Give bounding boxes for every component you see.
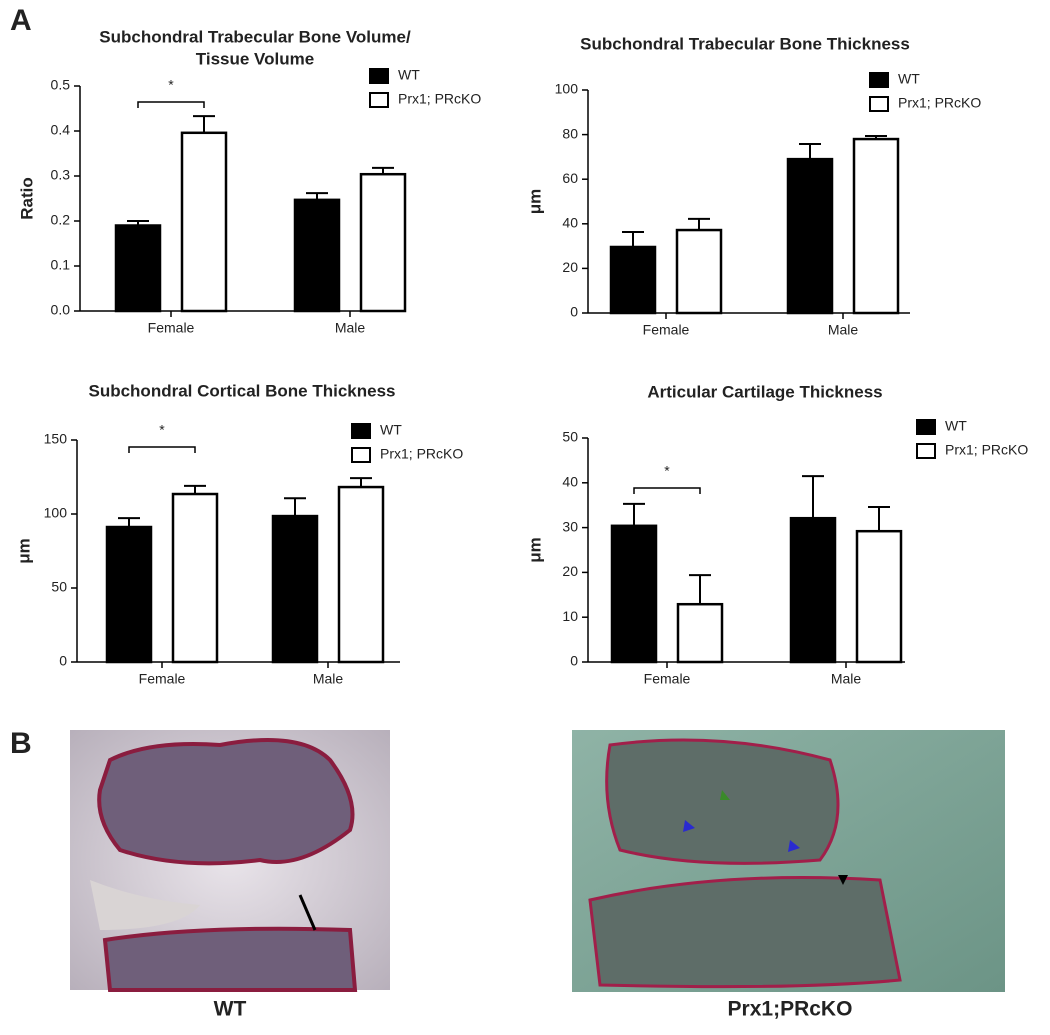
bar bbox=[786, 157, 834, 315]
y-tick-label: 50 bbox=[51, 579, 67, 595]
y-tick-label: 0.2 bbox=[51, 212, 71, 228]
bar bbox=[293, 198, 341, 313]
y-tick-label: 100 bbox=[44, 505, 68, 521]
legend-swatch bbox=[351, 447, 371, 463]
significance-label: * bbox=[159, 422, 165, 438]
legend-swatch bbox=[351, 423, 371, 439]
y-tick-label: 150 bbox=[44, 431, 68, 447]
y-tick-label: 0 bbox=[570, 304, 578, 320]
y-tick-label: 40 bbox=[562, 215, 578, 231]
image-caption: WT bbox=[214, 998, 247, 1021]
legend-label: Prx1; PRcKO bbox=[945, 442, 1028, 458]
bar bbox=[675, 228, 723, 315]
bar bbox=[609, 245, 657, 315]
y-axis-label: μm bbox=[525, 189, 544, 215]
y-tick-label: 80 bbox=[562, 125, 578, 141]
legend-swatch bbox=[369, 92, 389, 108]
x-tick-label: Male bbox=[313, 671, 344, 687]
x-tick-label: Female bbox=[139, 671, 186, 687]
significance-bracket bbox=[633, 487, 701, 494]
legend-swatch bbox=[916, 419, 936, 435]
y-tick-label: 0.0 bbox=[51, 302, 71, 318]
legend-label: Prx1; PRcKO bbox=[380, 446, 463, 462]
panel-label: A bbox=[10, 4, 32, 37]
bar bbox=[676, 602, 724, 664]
bar bbox=[105, 525, 153, 664]
legend-label: Prx1; PRcKO bbox=[398, 91, 481, 107]
bar bbox=[337, 485, 385, 664]
x-tick-label: Female bbox=[644, 671, 691, 687]
legend-label: WT bbox=[398, 67, 420, 83]
chart-title: Subchondral Cortical Bone Thickness bbox=[88, 381, 395, 400]
legend-label: WT bbox=[945, 418, 967, 434]
bar bbox=[180, 131, 228, 313]
panel-label: B bbox=[10, 727, 32, 760]
y-tick-label: 20 bbox=[562, 563, 578, 579]
image-caption: Prx1;PRcKO bbox=[728, 998, 853, 1021]
y-tick-label: 50 bbox=[562, 429, 578, 445]
y-axis-label: μm bbox=[14, 538, 33, 564]
y-tick-label: 30 bbox=[562, 518, 578, 534]
bar bbox=[855, 529, 903, 664]
bar bbox=[610, 524, 658, 664]
bar bbox=[789, 516, 837, 664]
y-axis-label: Ratio bbox=[17, 177, 36, 220]
x-tick-label: Female bbox=[148, 320, 195, 336]
chart-title: Tissue Volume bbox=[196, 49, 314, 68]
x-tick-label: Male bbox=[831, 671, 862, 687]
y-tick-label: 0.4 bbox=[51, 122, 71, 138]
legend-label: WT bbox=[898, 71, 920, 87]
chart-title: Subchondral Trabecular Bone Thickness bbox=[580, 34, 910, 53]
bar bbox=[852, 137, 900, 315]
legend-label: Prx1; PRcKO bbox=[898, 95, 981, 111]
y-tick-label: 60 bbox=[562, 170, 578, 186]
chart-title: Articular Cartilage Thickness bbox=[647, 382, 882, 401]
y-tick-label: 100 bbox=[555, 81, 579, 97]
y-tick-label: 0.5 bbox=[51, 77, 71, 93]
legend-swatch bbox=[916, 443, 936, 459]
y-tick-label: 10 bbox=[562, 608, 578, 624]
histology-image bbox=[70, 730, 390, 992]
legend-swatch bbox=[869, 72, 889, 88]
y-tick-label: 0 bbox=[570, 653, 578, 669]
x-tick-label: Male bbox=[335, 320, 366, 336]
bar bbox=[271, 514, 319, 664]
y-tick-label: 20 bbox=[562, 259, 578, 275]
histology-image bbox=[572, 730, 1005, 992]
y-tick-label: 0.3 bbox=[51, 167, 71, 183]
legend-label: WT bbox=[380, 422, 402, 438]
significance-bracket bbox=[128, 446, 196, 453]
y-tick-label: 0 bbox=[59, 653, 67, 669]
significance-label: * bbox=[168, 77, 174, 93]
x-tick-label: Female bbox=[643, 322, 690, 338]
bar bbox=[114, 224, 162, 313]
bar bbox=[171, 492, 219, 664]
y-axis-label: μm bbox=[525, 537, 544, 563]
bar bbox=[359, 172, 407, 313]
y-tick-label: 40 bbox=[562, 474, 578, 490]
significance-label: * bbox=[664, 463, 670, 479]
legend-swatch bbox=[369, 68, 389, 84]
x-tick-label: Male bbox=[828, 322, 859, 338]
legend-swatch bbox=[869, 96, 889, 112]
chart-title: Subchondral Trabecular Bone Volume/ bbox=[99, 27, 411, 46]
significance-bracket bbox=[137, 101, 205, 108]
y-tick-label: 0.1 bbox=[51, 257, 71, 273]
